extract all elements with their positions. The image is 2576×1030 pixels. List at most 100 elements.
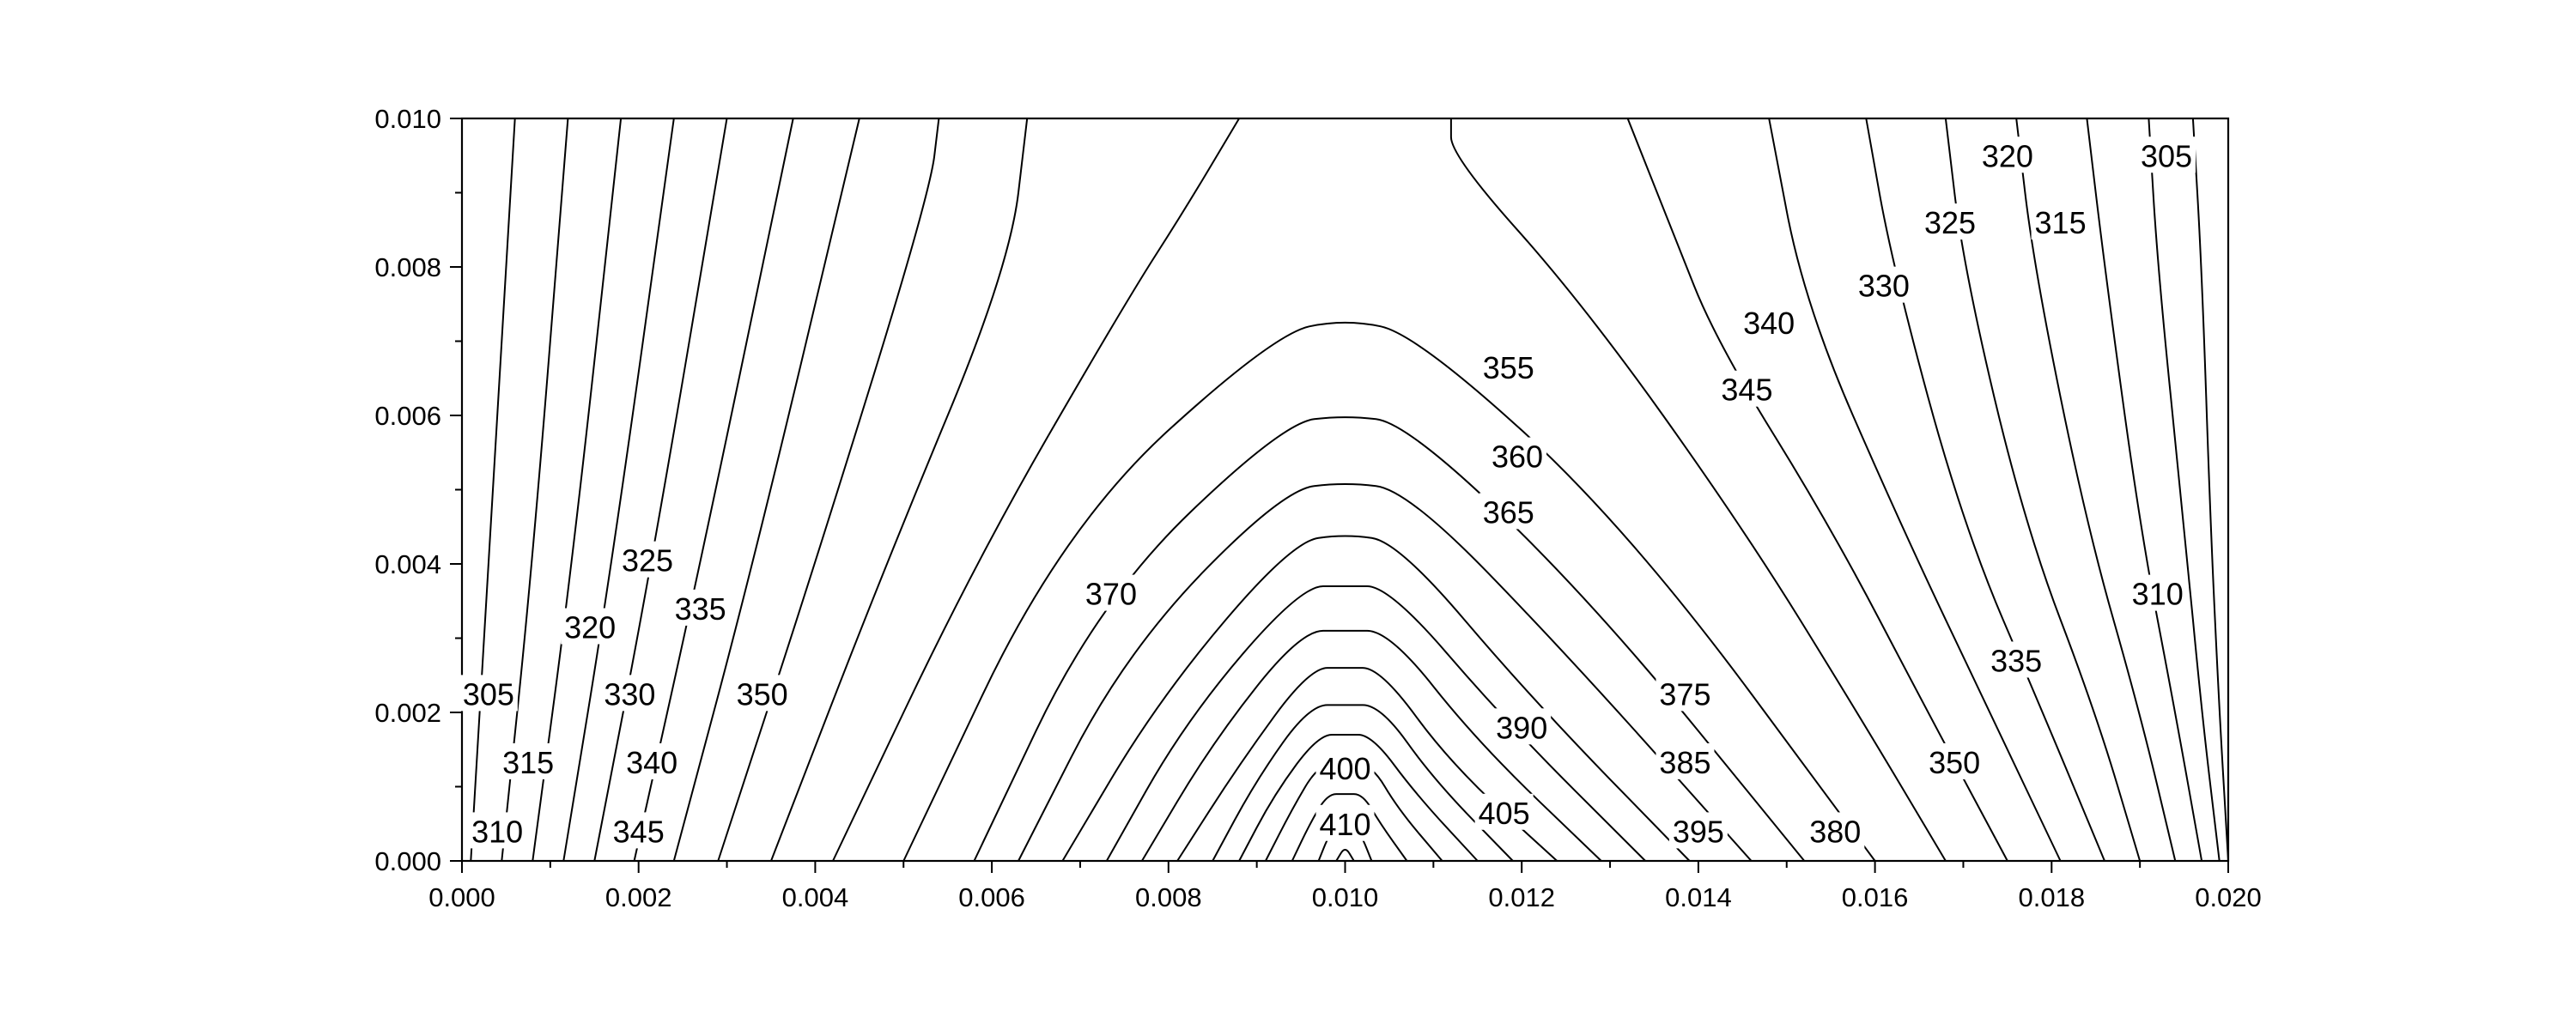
contour-label-group: 340 (623, 742, 682, 780)
contour-label-335: 335 (1990, 643, 2042, 678)
x-tick-label: 0.000 (428, 882, 495, 912)
contour-line-320 (562, 118, 675, 862)
contour-label-345: 345 (1721, 373, 1772, 408)
contour-line-350 (1449, 118, 1947, 862)
contour-label-bg (1987, 641, 2046, 678)
contour-label-305: 305 (463, 676, 514, 712)
contour-label-group: 350 (732, 675, 792, 712)
contour-label-310: 310 (2132, 577, 2184, 612)
contour-label-group: 360 (1488, 437, 1547, 475)
contour-label-355: 355 (1483, 350, 1534, 385)
contour-label-group: 410 (1315, 804, 1375, 842)
contour-label-group: 335 (1987, 641, 2046, 678)
contour-label-345: 345 (613, 814, 665, 849)
contour-label-group: 325 (617, 541, 677, 579)
contour-line-340 (717, 118, 940, 862)
contour-label-340: 340 (1743, 306, 1795, 341)
contour-label-320: 320 (1982, 138, 2033, 173)
contour-label-group: 305 (459, 675, 518, 712)
contour-line-380 (1141, 629, 1602, 862)
contour-label-325: 325 (622, 543, 673, 579)
contour-line-390 (1212, 704, 1514, 862)
contour-line-315 (2148, 118, 2221, 862)
contour-line-395 (1238, 734, 1479, 862)
contour-label-group: 330 (600, 675, 659, 712)
contour-label-bg (1081, 574, 1140, 611)
contour-label-bg (671, 589, 730, 626)
contour-label-group: 340 (1740, 303, 1799, 341)
contour-label-bg (1668, 812, 1728, 849)
contour-label-group: 320 (1978, 136, 2037, 173)
contour-line-355 (902, 321, 1876, 862)
x-tick-label: 0.012 (1488, 882, 1555, 912)
contour-line-345 (770, 118, 1029, 862)
contour-line-350 (832, 118, 1240, 862)
contour-label-group: 365 (1479, 493, 1538, 530)
contour-line-310 (501, 118, 569, 862)
contour-label-group: 305 (2137, 136, 2196, 173)
contour-line-365 (1018, 483, 1753, 862)
contour-label-315: 315 (2035, 205, 2087, 240)
contour-line-360 (973, 416, 1806, 862)
contour-label-bg (1479, 348, 1538, 385)
contour-label-group: 315 (499, 742, 558, 780)
contour-label-bg (1854, 266, 1913, 303)
y-tick-label: 0.008 (374, 252, 441, 282)
y-tick-label: 0.004 (374, 549, 441, 579)
contour-label-group: 310 (468, 812, 527, 849)
contour-label-bg (1474, 793, 1534, 830)
contour-label-bg (459, 675, 518, 712)
contour-label-bg (1479, 493, 1538, 530)
contour-label-group: 395 (1668, 812, 1728, 849)
contour-label-340: 340 (626, 745, 677, 780)
contour-line-330 (633, 118, 794, 862)
contour-label-bg (1978, 136, 2037, 173)
contour-label-330: 330 (604, 676, 655, 712)
x-tick-label: 0.018 (2019, 882, 2086, 912)
contour-line-335 (672, 118, 860, 862)
contour-label-group: 345 (1717, 370, 1777, 408)
y-tick-label: 0.000 (374, 846, 441, 876)
contour-label-365: 365 (1483, 494, 1534, 530)
contour-line-310 (2191, 118, 2229, 862)
contour-label-bg (623, 742, 682, 779)
contour-label-group: 325 (1921, 203, 1980, 240)
contour-label-bg (561, 608, 620, 645)
contour-line-340 (1768, 118, 2062, 862)
contour-label-bg (1656, 675, 1715, 712)
contour-line-315 (532, 118, 623, 862)
x-tick-label: 0.020 (2195, 882, 2262, 912)
contour-label-group: 320 (561, 608, 620, 645)
contour-label-group: 375 (1656, 675, 1715, 712)
contour-label-315: 315 (502, 745, 554, 780)
contour-label-350: 350 (737, 676, 788, 712)
contour-label-325: 325 (1924, 205, 1976, 240)
contour-label-bg (2137, 136, 2196, 173)
contour-label-bg (499, 742, 558, 779)
contour-label-390: 390 (1496, 710, 1547, 745)
contour-line-320 (2086, 118, 2203, 862)
contour-line-375 (1105, 585, 1646, 862)
contour-label-bg (732, 675, 792, 712)
axis-ticks-layer: 0.000 0.002 0.004 0.006 0.008 0.010 0.012 0.014… (374, 104, 2261, 912)
contour-label-bg (617, 541, 677, 578)
x-tick-label: 0.016 (1842, 882, 1909, 912)
y-tick-label: 0.002 (374, 698, 441, 728)
contour-label-group: 335 (671, 589, 730, 627)
y-tick-label: 0.006 (374, 401, 441, 431)
contour-label-group: 380 (1806, 812, 1865, 849)
x-tick-label: 0.014 (1665, 882, 1732, 912)
contour-label-385: 385 (1659, 745, 1710, 780)
contour-label-bg (1921, 203, 1980, 240)
contour-label-bg (1806, 812, 1865, 849)
contour-label-330: 330 (1858, 269, 1910, 304)
contour-label-410: 410 (1319, 807, 1370, 842)
contour-line-325 (2015, 118, 2177, 862)
contour-label-bg (1925, 742, 1984, 779)
contour-label-405: 405 (1479, 796, 1530, 831)
contour-label-group: 310 (2128, 574, 2187, 612)
contour-label-bg (2128, 574, 2187, 611)
x-tick-label: 0.002 (605, 882, 672, 912)
contour-label-305: 305 (2141, 138, 2192, 173)
